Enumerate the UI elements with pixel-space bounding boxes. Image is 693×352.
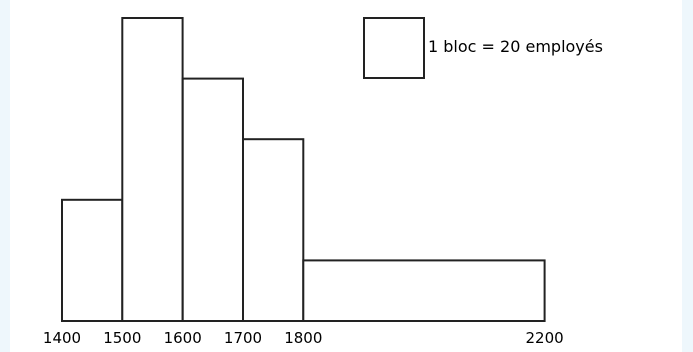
histogram-bar-1400-1500: [61, 198, 124, 322]
x-tick-label-1500: 1500: [103, 329, 141, 347]
x-tick-label-1800: 1800: [284, 329, 322, 347]
x-axis-ticks: 1400 1500 1600 1700 1800 2200: [43, 329, 564, 347]
x-tick-label-2200: 2200: [526, 329, 564, 347]
histogram-bar-1500-1600: [121, 17, 184, 322]
legend-block: [363, 17, 425, 79]
chart-frame: 1400 1500 1600 1700 1800 2200 1 bloc = 20 emp…: [10, 0, 682, 352]
histogram-bar-1700-1800: [242, 138, 305, 322]
histogram-bar-1600-1700: [181, 77, 244, 322]
legend: 1 bloc = 20 employés: [363, 17, 603, 79]
histogram-chart: 1400 1500 1600 1700 1800 2200 1 bloc = 20 emp…: [43, 17, 603, 347]
x-tick-label-1700: 1700: [224, 329, 262, 347]
x-tick-label-1400: 1400: [43, 329, 81, 347]
histogram-bars: [61, 17, 546, 322]
legend-text: 1 bloc = 20 employés: [428, 37, 603, 56]
histogram-bar-1800-2200: [302, 259, 546, 322]
x-tick-label-1600: 1600: [164, 329, 202, 347]
